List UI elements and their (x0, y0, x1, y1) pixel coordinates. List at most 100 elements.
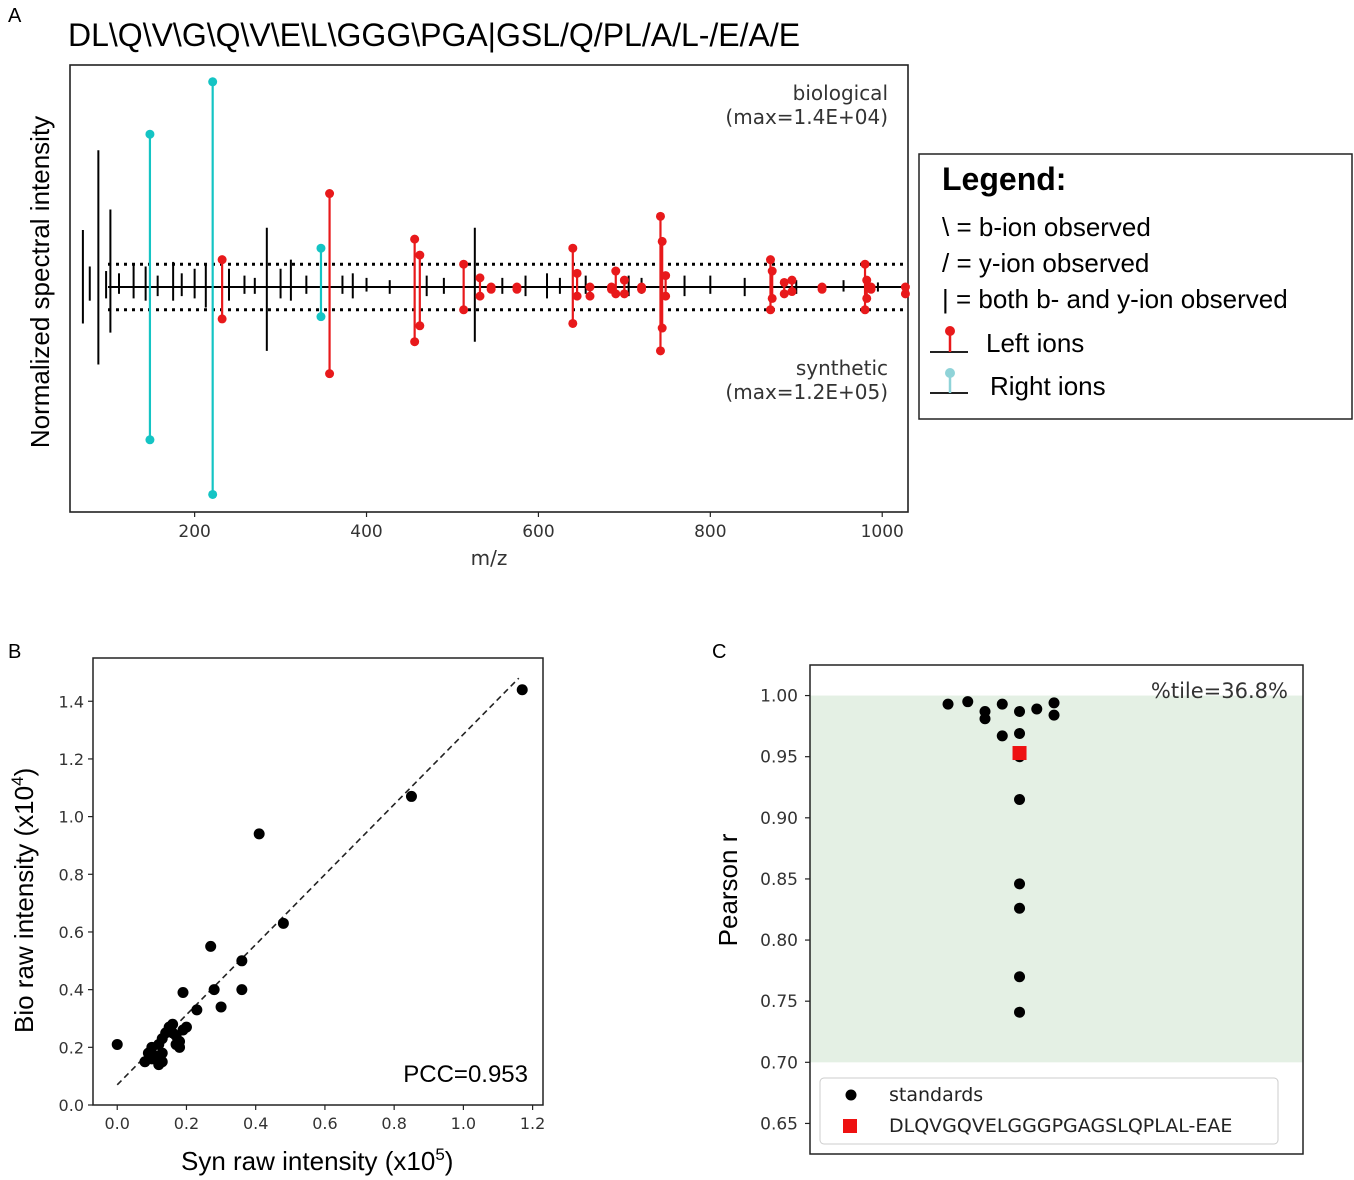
left-ion-peak-bottom-dot (410, 337, 420, 347)
y-tick-label: 0.6 (59, 923, 84, 942)
x-tick-label: 1000 (861, 522, 904, 542)
y-tick-label: 0.8 (59, 865, 84, 884)
left-ion-peak-bottom-dot (862, 293, 872, 303)
left-ion-peak-bottom-dot (655, 346, 665, 356)
legend-y-ion: / = y-ion observed (942, 248, 1149, 278)
x-tick-label: 0.4 (243, 1114, 268, 1133)
left-ion-dot (945, 326, 955, 336)
legend-query-label: DLQVGQVELGGGPGAGSLQPLAL-EAE (889, 1115, 1232, 1137)
legend-standards-marker (845, 1089, 857, 1101)
left-ion-peak-bottom-dot (486, 284, 496, 294)
left-ion-peak-top-dot (611, 266, 621, 276)
standard-point (979, 713, 991, 725)
y-tick-label: 0.95 (760, 748, 798, 768)
left-ion-peak-top-dot (410, 234, 420, 244)
y-tick-label: 1.4 (59, 692, 84, 711)
panel-label-b: B (8, 641, 21, 663)
left-ion-peak-bottom-dot (475, 291, 485, 301)
scatter-point (277, 917, 289, 929)
synthetic-max: (max=1.2E+05) (725, 380, 888, 404)
scatter-point (253, 828, 265, 840)
left-ion-peak-bottom-dot (779, 289, 789, 299)
pearson-y-ticks: 0.65 0.70 0.75 0.80 0.85 0.90 0.95 1.00 (760, 687, 810, 1134)
pearson-y-label: Pearson r (713, 833, 743, 946)
standard-point (1014, 971, 1026, 983)
spectrum-plot: 200 400 600 800 1000 biological (max=1.4E+04… (25, 64, 910, 570)
pearson-strip-plot: 0.65 0.70 0.75 0.80 0.85 0.90 0.95 1.00 %tile=3… (713, 664, 1304, 1155)
scatter-point (170, 1038, 182, 1050)
spectrum-y-label: Normalized spectral intensity (25, 116, 55, 448)
legend-b-ion: \ = b-ion observed (942, 212, 1151, 242)
scatter-point (215, 1001, 227, 1013)
left-ion-peak-bottom-dot (325, 369, 335, 379)
panel-label-a: A (8, 5, 22, 27)
y-tick-label: 1.2 (59, 750, 84, 769)
left-ion-peak-top-dot (657, 236, 667, 246)
standard-point (1048, 697, 1060, 709)
scatter-x-label-close: ) (445, 1146, 454, 1176)
left-ion-peak-bottom-dot (765, 305, 775, 315)
scatter-x-label: Syn raw intensity (x105) (181, 1145, 453, 1176)
y-tick-label: 0.4 (59, 981, 84, 1000)
standard-point (996, 698, 1008, 710)
standard-point (1031, 703, 1043, 715)
left-ion-peak-top-dot (860, 259, 870, 269)
left-ion-peak-top-dot (900, 282, 910, 292)
x-tick-label: 400 (350, 522, 382, 542)
scatter-point (153, 1059, 165, 1071)
left-ion-peak-bottom-dot (512, 284, 522, 294)
legend-standards-label: standards (889, 1084, 983, 1106)
spectrum-x-label: m/z (471, 546, 508, 570)
right-ion-dot (945, 368, 955, 378)
standard-point (996, 730, 1008, 742)
left-ion-peak-top-dot (217, 255, 227, 265)
left-ion-peak-top-dot (619, 275, 629, 285)
right-ion-marker (930, 368, 968, 394)
left-ion-peak-top-dot (325, 189, 335, 199)
left-ion-peak-top-dot (459, 259, 469, 269)
y-tick-label: 0.75 (760, 992, 798, 1012)
left-ion-peak-top-dot (655, 211, 665, 221)
pearson-marks (942, 696, 1060, 1018)
spectrum-x-ticks: 200 400 600 800 1000 (178, 512, 904, 542)
left-ion-marker (930, 326, 968, 353)
spectrum-peaks (81, 77, 910, 499)
scatter-point (405, 790, 417, 802)
right-ion-peak-top-dot (316, 243, 326, 253)
scatter-x-label-exp: 5 (435, 1145, 444, 1164)
legend-both-ion: | = both b- and y-ion observed (942, 284, 1288, 314)
left-ion-peak-bottom-dot (787, 287, 797, 297)
x-tick-label: 1.2 (520, 1114, 545, 1133)
left-ion-peak-bottom-dot (637, 284, 647, 294)
x-tick-label: 800 (694, 522, 726, 542)
x-tick-label: 0.6 (312, 1114, 337, 1133)
legend-frame (918, 153, 1353, 420)
right-ion-peak-bottom-dot (145, 435, 155, 445)
pcc-annotation: PCC=0.953 (403, 1061, 528, 1088)
left-ion-peak-bottom-dot (217, 314, 227, 324)
standard-point (962, 696, 974, 708)
standard-point (1014, 727, 1026, 739)
left-ion-peak-top-dot (779, 277, 789, 287)
shaded-band (810, 695, 1303, 1063)
x-tick-label: 1.0 (451, 1114, 476, 1133)
left-ion-peak-bottom-dot (657, 323, 667, 333)
x-tick-label: 600 (522, 522, 554, 542)
left-ion-peak-top-dot (475, 273, 485, 283)
scatter-point (208, 984, 220, 996)
right-ion-peak-top-dot (145, 129, 155, 139)
standard-point (942, 698, 954, 710)
left-ion-peak-top-dot (568, 243, 578, 253)
y-tick-label: 0.65 (760, 1114, 798, 1134)
query-point (1012, 746, 1027, 761)
scatter-y-label-exp: 4 (8, 776, 27, 785)
scatter-point (236, 984, 248, 996)
left-ion-peak-bottom-dot (585, 291, 595, 301)
standard-point (1014, 705, 1026, 717)
y-tick-label: 0.85 (760, 870, 798, 890)
scatter-x-label-text: Syn raw intensity (x10 (181, 1146, 435, 1176)
standard-point (1014, 1006, 1026, 1018)
left-ion-peak-bottom-dot (900, 289, 910, 299)
synthetic-label: synthetic (796, 356, 888, 380)
y-tick-label: 0.0 (59, 1096, 84, 1115)
